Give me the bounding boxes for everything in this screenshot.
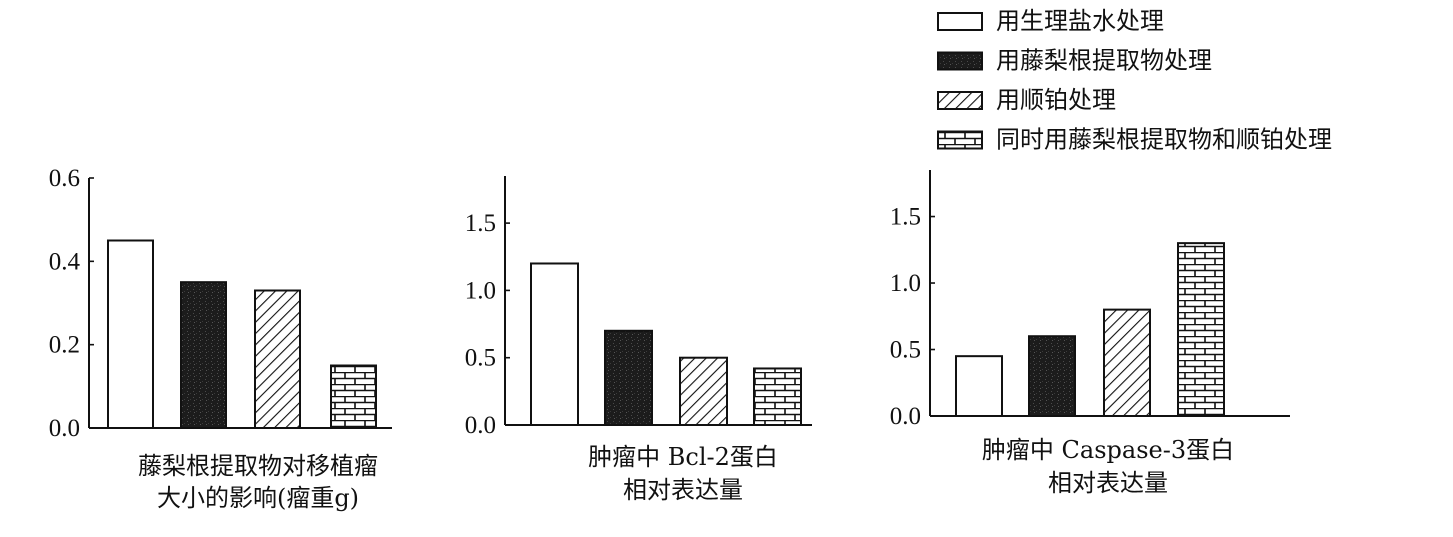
legend-label-3: 用顺铂处理 [996, 86, 1116, 114]
y-tick-label-2-4: 1.5 [465, 210, 496, 237]
bar-2-1 [530, 262, 579, 426]
y-tick-label-1-4: 0.6 [49, 165, 80, 192]
y-tick-label-1-2: 0.2 [49, 332, 80, 359]
bar-3-4 [1177, 242, 1225, 417]
y-tick-label-3-1: 0.0 [890, 403, 921, 430]
legend-swatch-2 [937, 51, 983, 71]
y-tick-label-1-3: 0.4 [49, 248, 81, 275]
bar-3-1 [955, 355, 1003, 418]
legend-label-1: 用生理盐水处理 [996, 7, 1164, 35]
chart-caption-2-line-2: 相对表达量 [623, 476, 743, 504]
y-tick-label-2-2: 0.5 [465, 345, 496, 372]
y-tick-label-1-1: 0.0 [49, 415, 80, 442]
bar-2-3 [679, 356, 728, 426]
bar-2-2 [604, 329, 653, 426]
chart-caption-2-line-1: 肿瘤中 Bcl-2蛋白 [588, 443, 778, 471]
bar-1-2 [180, 281, 227, 429]
legend-label-4: 同时用藤梨根提取物和顺铂处理 [996, 126, 1332, 154]
legend-label-2: 用藤梨根提取物处理 [996, 47, 1212, 75]
bar-2-4 [753, 367, 802, 427]
legend-swatch-3 [937, 91, 983, 110]
chart-caption-1-line-1: 藤梨根提取物对移植瘤 [138, 452, 378, 480]
chart-caption-3-line-1: 肿瘤中 Caspase-3蛋白 [982, 436, 1234, 464]
chart-caption-3-line-2: 相对表达量 [1048, 469, 1168, 497]
bar-1-1 [107, 239, 154, 429]
legend-swatch-4 [937, 130, 983, 150]
legend-swatch-1 [937, 12, 983, 31]
y-tick-label-3-2: 0.5 [890, 337, 921, 364]
bar-1-3 [254, 289, 301, 429]
bar-1-4 [330, 364, 377, 429]
bar-3-3 [1103, 308, 1151, 417]
y-tick-label-2-3: 1.0 [465, 277, 496, 304]
bar-3-2 [1028, 335, 1076, 417]
chart-caption-1-line-2: 大小的影响(瘤重g) [157, 484, 359, 512]
y-tick-label-3-4: 1.5 [890, 204, 921, 231]
y-tick-label-2-1: 0.0 [465, 412, 496, 439]
y-tick-label-3-3: 1.0 [890, 270, 921, 297]
